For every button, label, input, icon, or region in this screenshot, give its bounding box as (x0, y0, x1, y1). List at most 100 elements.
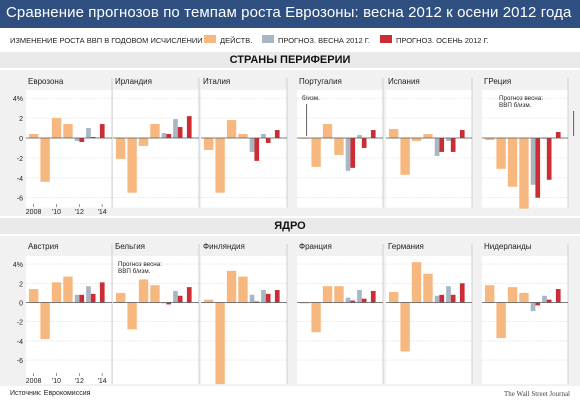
legend-label-actual: ДЕЙСТВ. (220, 36, 253, 45)
panel-title: Австрия (28, 242, 58, 251)
bar (423, 134, 433, 138)
x-tick-label: '10 (52, 378, 61, 385)
bar (459, 283, 465, 303)
bar (79, 138, 85, 142)
panel-note: б/изм. (302, 94, 320, 102)
bar (357, 135, 362, 138)
bar (215, 138, 225, 193)
bar (434, 295, 440, 303)
y-tick-label: -4 (17, 339, 23, 346)
bar (555, 132, 561, 138)
bar (150, 285, 160, 303)
bar (439, 294, 445, 303)
legend-swatch-autumn (380, 35, 392, 43)
legend-subtitle: ИЗМЕНЕНИЕ РОСТА ВВП В ГОДОВОМ ИСЧИСЛЕНИИ (10, 36, 203, 45)
bar (265, 138, 271, 143)
bar (261, 290, 266, 303)
x-tick-label: '10 (52, 209, 61, 216)
bar (254, 138, 260, 161)
bar (261, 134, 266, 138)
bar (535, 302, 541, 306)
bar (63, 124, 73, 138)
bar (311, 302, 321, 333)
bar (74, 294, 80, 303)
bar (370, 130, 376, 138)
bar (99, 124, 105, 138)
y-tick-label: 0 (19, 136, 23, 143)
bar (265, 293, 271, 303)
bar (204, 299, 214, 303)
x-tick-label: '14 (98, 209, 107, 216)
bar (389, 129, 399, 138)
y-tick-label: -2 (17, 156, 23, 163)
bar (542, 138, 547, 139)
panel-title: Ирландия (115, 77, 152, 86)
bar (99, 282, 105, 303)
bar (238, 276, 248, 303)
bar (127, 138, 137, 193)
section-band-core (0, 218, 580, 234)
bar (535, 138, 541, 198)
bar (90, 137, 96, 138)
bar (226, 270, 237, 303)
y-tick-label: -2 (17, 320, 23, 327)
bar (361, 138, 367, 148)
bar (507, 287, 518, 303)
bar (411, 262, 422, 303)
legend-label-spring: ПРОГНОЗ. ВЕСНА 2012 Г. (278, 36, 370, 45)
bar (79, 294, 85, 303)
bar (29, 289, 39, 303)
bar (555, 289, 561, 303)
x-tick-label: 2008 (26, 209, 42, 216)
bar (357, 290, 362, 303)
bar (485, 138, 495, 140)
bar (519, 292, 529, 303)
bar (226, 120, 237, 138)
bar (530, 138, 536, 185)
bar (90, 293, 96, 303)
legend-swatch-spring (262, 35, 274, 43)
bar (350, 138, 356, 168)
bar (300, 302, 310, 304)
y-tick-label: -6 (17, 196, 23, 203)
bar (496, 302, 506, 339)
bar (496, 138, 506, 169)
bar (166, 134, 172, 138)
bar (450, 138, 456, 152)
bar (150, 124, 160, 138)
panel-title: Испания (388, 77, 420, 86)
y-tick-label: 4% (13, 262, 23, 269)
bar (546, 299, 552, 303)
bar (389, 291, 399, 303)
bar (530, 302, 536, 312)
panel-note: Прогноз весна: (499, 95, 543, 102)
bar (166, 302, 172, 305)
bar (173, 290, 178, 303)
chart-title: Сравнение прогнозов по темпам роста Евро… (6, 4, 572, 21)
panel-title: Германия (388, 242, 424, 251)
bar (439, 138, 445, 152)
section-band-periphery (0, 52, 580, 68)
publisher-credit: The Wall Street Journal (504, 390, 570, 398)
section-title-core: ЯДРО (274, 220, 306, 232)
panel-title: Франция (299, 242, 332, 251)
panel-title: Италия (203, 77, 230, 86)
panel-background (26, 90, 112, 208)
bar (177, 127, 183, 138)
bar (345, 138, 351, 171)
y-tick-label: 4% (13, 96, 23, 103)
panel-title: Нидерланды (484, 242, 532, 251)
bar (127, 302, 137, 330)
bar (29, 134, 39, 138)
bar (173, 119, 178, 138)
bar (459, 130, 465, 138)
bar (300, 138, 310, 139)
bar (411, 138, 422, 141)
panel-note: ВВП б/изм. (118, 267, 151, 275)
title-bar: Сравнение прогнозов по темпам роста Евро… (0, 0, 580, 28)
bar (519, 138, 529, 209)
bar (485, 285, 495, 303)
bar (400, 302, 410, 352)
bar (249, 138, 255, 152)
